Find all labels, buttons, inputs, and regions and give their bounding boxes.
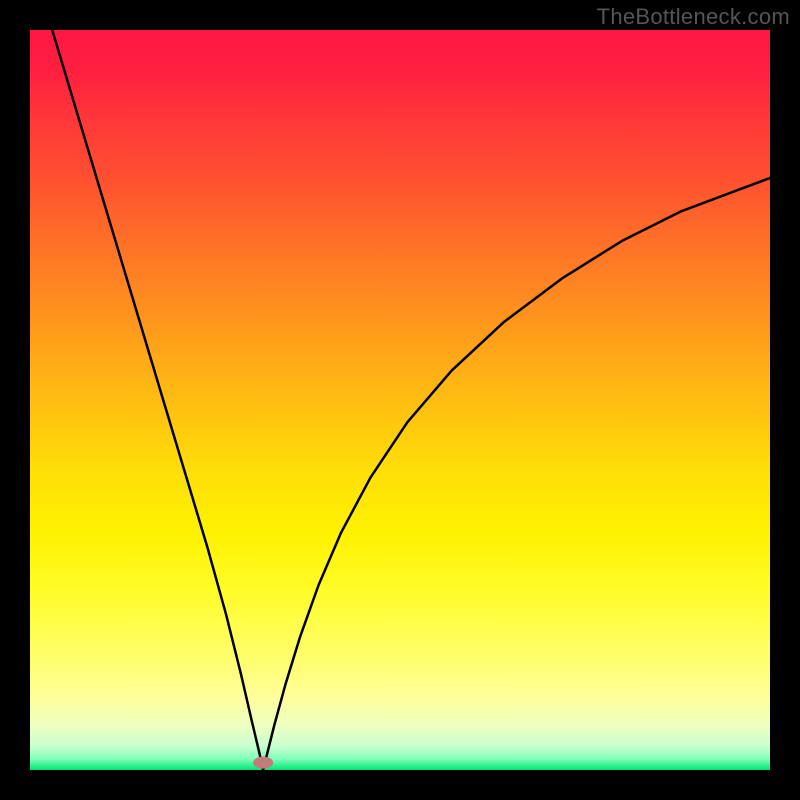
bottleneck-chart — [0, 0, 800, 800]
plot-background-gradient — [30, 30, 770, 770]
chart-root: TheBottleneck.com — [0, 0, 800, 800]
minimum-marker — [253, 757, 273, 769]
watermark-text: TheBottleneck.com — [597, 4, 790, 30]
